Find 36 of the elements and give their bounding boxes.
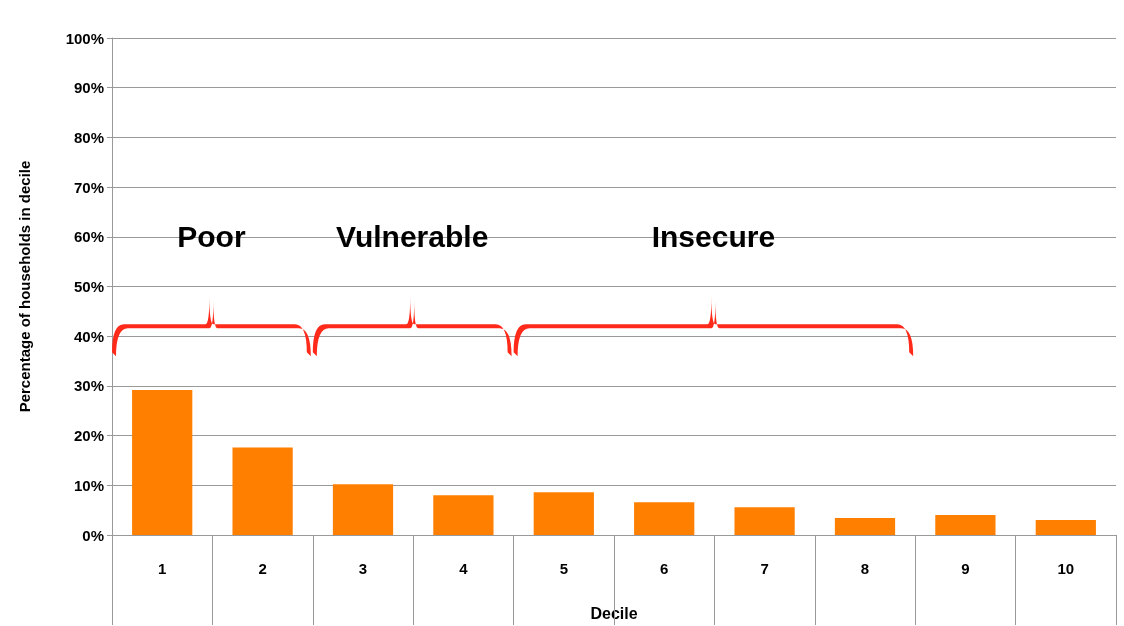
bar	[1035, 520, 1096, 535]
bar	[232, 447, 293, 535]
bar	[935, 515, 996, 535]
bar	[433, 495, 494, 535]
y-tick-label: 0%	[82, 526, 104, 544]
annotation: Insecure	[651, 219, 776, 253]
y-tick-label: 70%	[73, 178, 104, 196]
x-tick-label: 10	[1057, 560, 1075, 577]
bar	[332, 484, 394, 535]
x-tick-label: 7	[760, 560, 769, 577]
y-tick-label: 100%	[65, 29, 104, 47]
x-tick-label: 2	[258, 560, 267, 577]
x-tick-label: 6	[660, 560, 669, 577]
y-tick-label: 20%	[73, 427, 104, 445]
y-axis-title: Percentage of households in decile	[16, 160, 33, 413]
x-tick-label: 1	[158, 560, 167, 577]
annotation: Vulnerable	[336, 219, 489, 253]
x-tick-label: 8	[860, 560, 870, 577]
y-tick-label: 30%	[73, 377, 104, 395]
bar	[533, 492, 594, 535]
y-tick-label: 80%	[73, 128, 104, 146]
y-tick-label: 10%	[73, 476, 104, 494]
bar	[834, 518, 896, 535]
bar	[132, 389, 193, 535]
annotation: Poor	[177, 219, 246, 253]
y-tick-label: 60%	[73, 228, 104, 246]
x-tick-label: 9	[961, 560, 970, 577]
x-tick-label: 5	[559, 560, 568, 577]
x-axis-title: Decile	[590, 604, 638, 622]
y-tick-label: 40%	[73, 327, 104, 345]
y-tick-label: 90%	[73, 79, 104, 97]
x-tick-label: 4	[459, 560, 469, 577]
bar	[634, 502, 695, 535]
bar	[734, 507, 795, 535]
x-tick-label: 3	[358, 560, 368, 577]
y-tick-label: 50%	[73, 278, 104, 295]
